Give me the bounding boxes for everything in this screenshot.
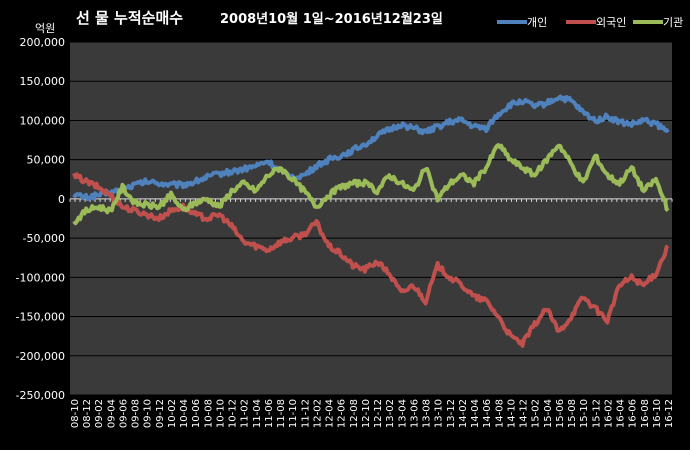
x-tick-label: 08-12: [82, 399, 93, 428]
y-tick-label: 100,000: [20, 114, 66, 127]
x-tick-label: 09-12: [155, 399, 166, 428]
x-tick-label: 14-06: [482, 399, 493, 428]
chart-title: 선 물 누적순매수: [76, 9, 183, 27]
x-tick-label: 12-08: [349, 399, 360, 428]
x-tick-label: 13-06: [409, 399, 420, 428]
x-tick-label: 12-04: [325, 399, 336, 428]
legend: 개인 외국인 기관: [497, 16, 683, 29]
x-tick-label: 13-10: [434, 399, 445, 428]
legend-label: 외국인: [596, 16, 626, 29]
x-tick-label: 09-02: [94, 399, 105, 428]
x-tick-label: 11-02: [240, 399, 251, 428]
y-tick-label: -100,000: [16, 271, 65, 284]
legend-label: 개인: [527, 16, 547, 29]
legend-label: 기관: [663, 16, 683, 29]
x-tick-label: 09-10: [143, 399, 154, 428]
y-tick-label: -50,000: [23, 232, 65, 245]
x-tick-label: 14-04: [470, 399, 481, 428]
y-tick-label: -150,000: [16, 311, 65, 324]
x-tick-label: 13-08: [422, 399, 433, 428]
x-tick-label: 13-04: [397, 399, 408, 428]
x-tick-label: 16-04: [616, 399, 627, 428]
y-axis-unit-label: 억원: [35, 22, 55, 35]
x-tick-label: 15-08: [567, 399, 578, 428]
x-tick-label: 15-12: [591, 399, 602, 428]
x-tick-label: 15-04: [543, 399, 554, 428]
x-tick-label: 10-08: [203, 399, 214, 428]
x-tick-label: 11-04: [252, 399, 263, 428]
x-tick-label: 14-08: [494, 399, 505, 428]
x-tick-label: 16-08: [640, 399, 651, 428]
y-tick-label: 200,000: [20, 36, 66, 49]
series-line-2: [72, 172, 670, 348]
x-tick-label: 10-06: [191, 399, 202, 428]
x-tick-label: 08-10: [70, 399, 81, 428]
x-tick-label: 15-10: [579, 399, 590, 428]
x-tick-label: 10-04: [179, 399, 190, 428]
x-tick-label: 16-12: [664, 399, 675, 428]
y-tick-label: 50,000: [27, 154, 66, 167]
x-tick-label: 15-02: [531, 399, 542, 428]
x-tick-label: 11-12: [300, 399, 311, 428]
series-line-3: [72, 143, 670, 226]
x-tick-label: 16-10: [652, 399, 663, 428]
x-tick-label: 12-02: [312, 399, 323, 428]
x-tick-label: 14-12: [519, 399, 530, 428]
y-tick-label: 0: [58, 193, 65, 206]
x-tick-label: 13-02: [385, 399, 396, 428]
x-tick-label: 09-06: [118, 399, 129, 428]
x-tick-label: 16-06: [628, 399, 639, 428]
x-tick-label: 09-08: [131, 399, 142, 428]
series-lines: [72, 94, 670, 348]
x-tick-label: 15-06: [555, 399, 566, 428]
x-tick-label: 13-12: [446, 399, 457, 428]
x-tick-label: 14-10: [506, 399, 517, 428]
x-tick-label: 09-04: [106, 399, 117, 428]
y-tick-label: -250,000: [16, 389, 65, 402]
x-tick-label: 10-02: [167, 399, 178, 428]
x-tick-label: 14-02: [458, 399, 469, 428]
y-axis-ticks: 200,000 150,000 100,000 50,000 0 -50,000 -100,…: [16, 36, 65, 402]
x-tick-label: 11-10: [288, 399, 299, 428]
x-axis-ticks: 08-10 08-12 09-02 09-04 09-06 09-08 09-10 09-12…: [70, 399, 675, 428]
x-tick-label: 10-10: [215, 399, 226, 428]
x-tick-label: 12-06: [337, 399, 348, 428]
x-tick-label: 11-08: [276, 399, 287, 428]
y-tick-label: 150,000: [20, 75, 66, 88]
x-tick-label: 10-12: [228, 399, 239, 428]
series-line-1: [72, 94, 670, 202]
x-tick-label: 11-06: [264, 399, 275, 428]
x-tick-label: 12-12: [373, 399, 384, 428]
chart-subtitle: 2008년10월 1일~2016년12월23일: [220, 11, 443, 27]
x-tick-label: 12-10: [361, 399, 372, 428]
y-tick-label: -200,000: [16, 350, 65, 363]
x-tick-label: 16-02: [603, 399, 614, 428]
